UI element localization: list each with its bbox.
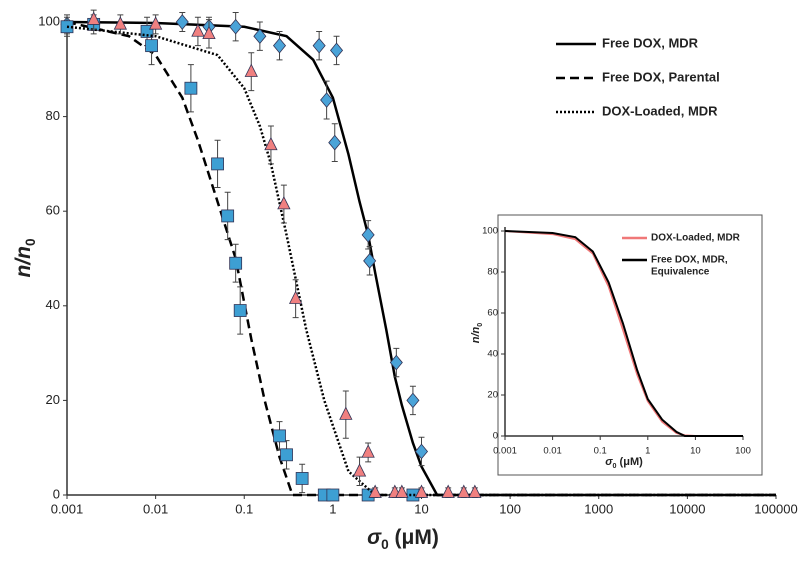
x-tick-label: 0.001 [51, 501, 84, 516]
y-axis-label: n/n0 [470, 323, 484, 344]
x-tick-label: 10 [414, 501, 428, 516]
x-axis-label-part: 0 [613, 462, 617, 470]
x-tick-label: 1000 [584, 501, 613, 516]
data-point [229, 256, 243, 270]
x-axis-label: σ0 (μM) [605, 456, 643, 470]
y-tick-label: 100 [38, 13, 60, 28]
x-tick-label: 10 [690, 446, 701, 457]
y-tick-label: 80 [46, 108, 60, 123]
y-axis-label-part: 0 [476, 323, 484, 327]
y-tick-label: 20 [46, 392, 60, 407]
legend-label: DOX-Loaded, MDR [602, 103, 718, 118]
x-tick-label: 0.01 [143, 501, 168, 516]
x-tick-label: 100 [735, 446, 751, 457]
data-point [280, 448, 293, 462]
curve [504, 230, 743, 437]
data-point [328, 134, 342, 151]
data-point [211, 157, 224, 171]
x-tick-label: 0.001 [493, 446, 517, 457]
data-point [175, 14, 189, 30]
data-point [145, 39, 158, 53]
y-tick-label: 40 [46, 297, 60, 312]
x-tick-label: 0.1 [235, 501, 253, 516]
data-point [277, 196, 291, 210]
data-point [202, 25, 216, 40]
data-point [414, 443, 429, 460]
data-point [414, 484, 429, 498]
y-tick-label: 0 [53, 486, 60, 501]
legend-label: Equivalence [651, 267, 710, 278]
data-point [395, 484, 409, 498]
data-point [244, 63, 258, 77]
x-tick-label: 10000 [669, 501, 705, 516]
x-tick-label: 1 [329, 501, 336, 516]
data-point [229, 18, 243, 35]
data-point [295, 472, 309, 485]
data-point [87, 11, 101, 25]
x-tick-label: 1 [645, 446, 650, 457]
data-point [191, 23, 205, 37]
data-point [273, 429, 286, 443]
curve [66, 25, 776, 497]
legend-label: Free DOX, MDR [602, 35, 699, 50]
data-point [326, 488, 340, 502]
data-point [361, 227, 375, 243]
y-axis-label-part: n/n [12, 246, 35, 278]
x-axis-label-part: σ [605, 456, 613, 468]
data-point [221, 209, 235, 223]
y-tick-label: 100 [482, 226, 498, 237]
data-point [288, 290, 303, 304]
x-tick-label: 0.01 [543, 446, 562, 457]
data-point [468, 484, 482, 498]
data-point [233, 304, 247, 317]
data-point [264, 136, 278, 151]
data-point [272, 37, 287, 54]
y-tick-label: 0 [493, 431, 498, 442]
x-axis-label: σ0 (μM) [367, 526, 439, 553]
data-point [363, 253, 377, 269]
y-axis-label-part: n/n [470, 326, 482, 343]
x-axis-label-part: 0 [381, 537, 389, 552]
x-tick-label: 100000 [754, 501, 797, 516]
legend-label: Free DOX, Parental [602, 69, 720, 84]
data-point [320, 92, 334, 108]
data-point [406, 392, 420, 409]
data-point [148, 16, 163, 30]
y-tick-label: 60 [46, 203, 60, 218]
x-axis-label-part: σ [367, 526, 382, 549]
data-point [352, 463, 367, 477]
data-point [184, 81, 198, 95]
data-point [368, 484, 382, 498]
x-tick-label: 100 [499, 501, 521, 516]
y-axis-label: n/n0 [12, 238, 39, 278]
data-point [361, 444, 375, 458]
legend-label: Free DOX, MDR, [651, 255, 728, 266]
data-point [389, 354, 403, 371]
data-point [457, 484, 471, 498]
y-tick-label: 80 [487, 267, 498, 278]
legend-label: DOX-Loaded, MDR [651, 233, 741, 244]
data-point [113, 16, 128, 30]
data-point [253, 28, 267, 45]
data-point [312, 37, 326, 54]
y-tick-label: 40 [487, 349, 498, 360]
data-point [441, 484, 455, 498]
x-tick-label: 0.1 [594, 446, 607, 457]
x-axis-label-part: (μM) [389, 526, 439, 549]
data-point [339, 406, 353, 420]
y-axis-label-part: 0 [23, 238, 38, 246]
y-tick-label: 60 [487, 308, 498, 319]
x-axis-label-part: (μM) [617, 456, 644, 468]
y-tick-label: 20 [487, 390, 498, 401]
data-point [330, 42, 344, 59]
